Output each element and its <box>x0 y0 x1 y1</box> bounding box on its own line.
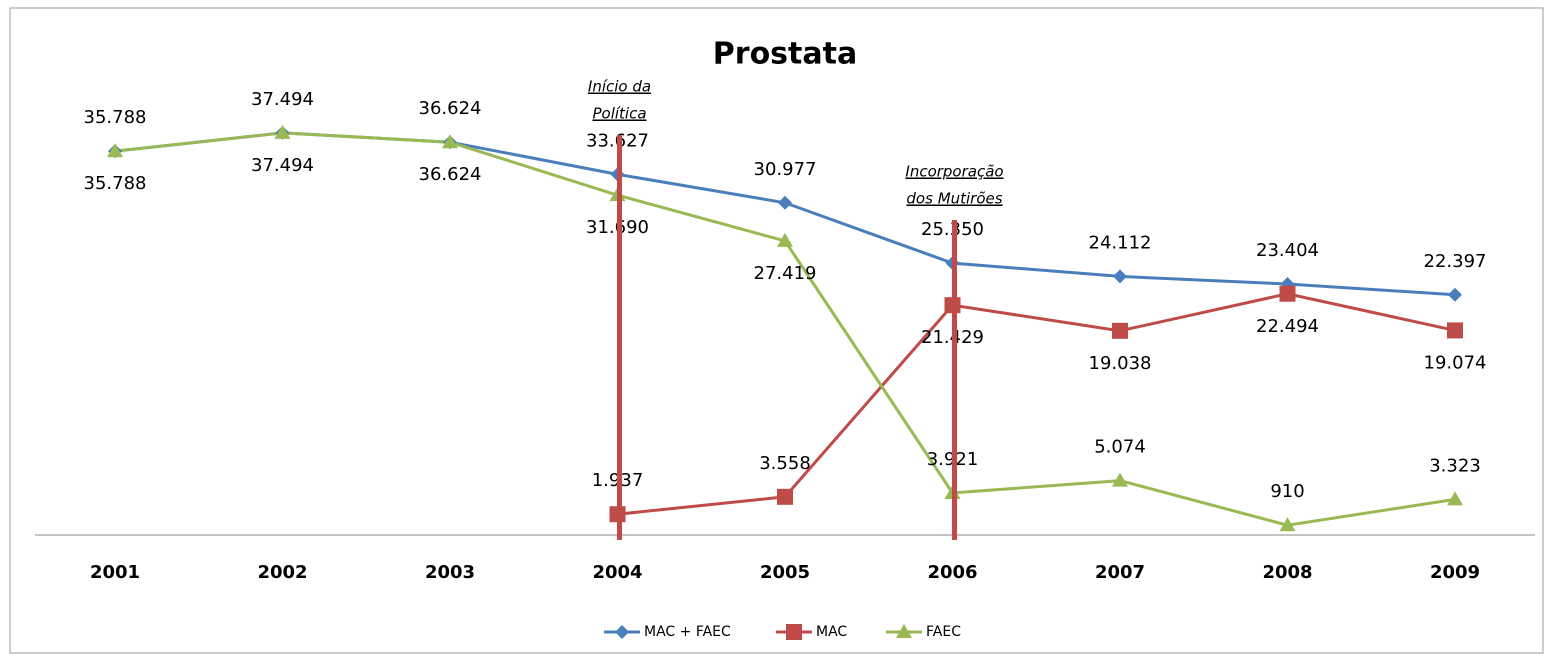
data-label: 36.624 <box>419 164 482 185</box>
data-label: 24.112 <box>1089 232 1152 253</box>
x-tick-label: 2003 <box>425 562 475 583</box>
data-label: 19.038 <box>1089 353 1152 374</box>
x-tick-label: 2005 <box>760 562 810 583</box>
series-line <box>617 292 1456 516</box>
legend-marker <box>615 625 629 639</box>
x-tick-label: 2008 <box>1262 562 1312 583</box>
x-tick-label: 2009 <box>1430 562 1480 583</box>
data-point <box>1447 491 1463 506</box>
data-label: 27.419 <box>754 263 817 284</box>
chart-title: Prostata <box>713 37 857 72</box>
data-label: 19.074 <box>1424 352 1487 373</box>
legend: MAC + FAEC MAC FAEC <box>604 624 961 640</box>
x-tick-label: 2007 <box>1095 562 1145 583</box>
annotation-text: Incorporação <box>905 163 1003 181</box>
legend-label: MAC + FAEC <box>644 624 731 640</box>
data-point <box>1112 472 1128 487</box>
data-label: 36.624 <box>419 98 482 119</box>
x-tick-label: 2004 <box>592 562 642 583</box>
data-point <box>1447 322 1463 339</box>
data-point <box>442 134 458 149</box>
data-label: 30.977 <box>754 159 817 180</box>
data-label: 910 <box>1270 481 1304 502</box>
legend-marker <box>786 624 802 640</box>
data-label: 35.788 <box>84 173 147 194</box>
data-label: 3.323 <box>1429 455 1481 476</box>
x-tick-label: 2006 <box>927 562 977 583</box>
x-tick-label: 2002 <box>257 562 307 583</box>
annotation-text: Política <box>592 105 646 123</box>
legend-label: FAEC <box>926 624 961 640</box>
data-point <box>1279 285 1296 302</box>
x-tick-label: 2001 <box>90 562 140 583</box>
data-point <box>1448 287 1462 302</box>
data-label: 5.074 <box>1094 437 1146 458</box>
data-point <box>107 143 123 158</box>
data-label: 22.397 <box>1424 251 1487 272</box>
legend-marker <box>896 624 912 638</box>
data-label: 37.494 <box>251 89 314 110</box>
data-point <box>1113 269 1127 284</box>
data-label: 22.494 <box>1256 316 1319 337</box>
data-label: 23.404 <box>1256 240 1319 261</box>
data-point <box>777 232 793 247</box>
data-label: 37.494 <box>251 155 314 176</box>
data-point <box>1279 517 1296 532</box>
data-point <box>778 195 792 210</box>
data-label: 3.558 <box>759 453 811 474</box>
data-point <box>274 124 291 139</box>
chart-frame <box>9 7 1544 654</box>
data-point <box>777 488 793 505</box>
legend-label: MAC <box>816 624 847 640</box>
data-point <box>1112 322 1128 339</box>
data-label: 35.788 <box>84 107 147 128</box>
annotation-text: Início da <box>588 78 651 96</box>
annotation-text: dos Mutirões <box>906 190 1002 208</box>
